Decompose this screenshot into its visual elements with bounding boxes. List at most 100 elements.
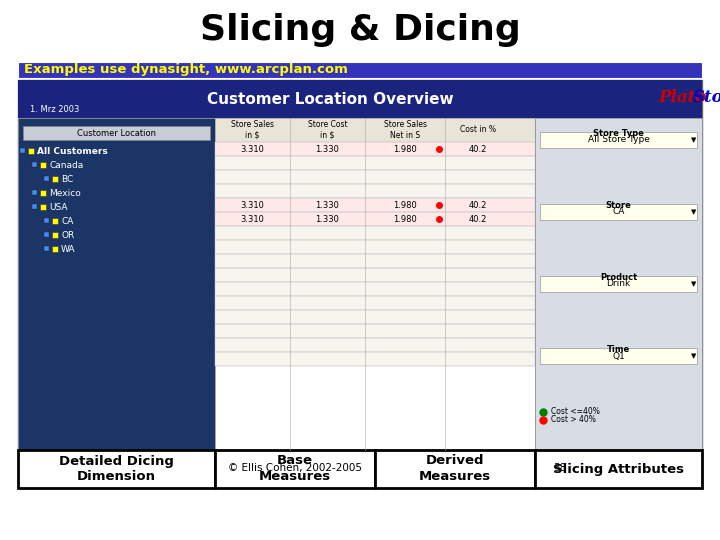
Text: 38: 38 bbox=[554, 463, 567, 473]
Bar bbox=[52, 232, 58, 238]
Bar bbox=[540, 276, 697, 292]
Text: Drink: Drink bbox=[606, 280, 631, 288]
Text: 3.310: 3.310 bbox=[240, 214, 264, 224]
Bar bbox=[18, 450, 215, 488]
Text: 40.2: 40.2 bbox=[468, 214, 487, 224]
Bar bbox=[44, 176, 49, 181]
Text: Stores: Stores bbox=[693, 89, 720, 105]
Text: 1.980: 1.980 bbox=[393, 214, 417, 224]
Bar bbox=[40, 190, 46, 196]
Bar bbox=[215, 324, 535, 338]
Bar bbox=[23, 126, 210, 140]
Bar bbox=[215, 240, 535, 254]
Text: Base
Measures: Base Measures bbox=[259, 455, 331, 483]
Text: Store Type: Store Type bbox=[593, 129, 644, 138]
Text: Store Cost
in $: Store Cost in $ bbox=[307, 120, 347, 140]
Bar bbox=[215, 282, 535, 296]
Bar bbox=[20, 148, 25, 153]
Text: ▼: ▼ bbox=[691, 281, 697, 287]
Text: Slicing & Dicing: Slicing & Dicing bbox=[199, 13, 521, 47]
Text: Customer Location Overview: Customer Location Overview bbox=[207, 91, 454, 106]
Bar bbox=[215, 450, 375, 488]
Text: All Customers: All Customers bbox=[37, 146, 108, 156]
Bar bbox=[18, 80, 702, 450]
Bar bbox=[18, 118, 215, 450]
Text: Examples use dynasight, www.arcplan.com: Examples use dynasight, www.arcplan.com bbox=[24, 64, 348, 77]
Text: 1.980: 1.980 bbox=[393, 145, 417, 153]
Text: Derived
Measures: Derived Measures bbox=[419, 455, 491, 483]
Text: Store Sales
Net in S: Store Sales Net in S bbox=[384, 120, 426, 140]
Text: BC: BC bbox=[61, 174, 73, 184]
Bar bbox=[32, 162, 37, 167]
Bar bbox=[44, 218, 49, 223]
Bar bbox=[215, 338, 535, 352]
Bar bbox=[18, 80, 702, 118]
Text: CA: CA bbox=[612, 207, 625, 217]
Text: USA: USA bbox=[49, 202, 68, 212]
Text: All Store Type: All Store Type bbox=[588, 136, 649, 145]
Bar bbox=[540, 132, 697, 148]
Bar bbox=[40, 204, 46, 210]
Bar bbox=[32, 204, 37, 209]
Text: Cost in %: Cost in % bbox=[459, 125, 495, 134]
Text: 1. Mrz 2003: 1. Mrz 2003 bbox=[30, 105, 79, 114]
Text: ▼: ▼ bbox=[691, 209, 697, 215]
Bar bbox=[215, 226, 535, 240]
Bar bbox=[52, 246, 58, 252]
Bar bbox=[540, 348, 697, 364]
Text: 1.980: 1.980 bbox=[393, 200, 417, 210]
Text: Product: Product bbox=[600, 273, 637, 281]
Bar bbox=[52, 176, 58, 182]
Text: OR: OR bbox=[61, 231, 74, 240]
Text: Canada: Canada bbox=[49, 160, 84, 170]
Text: © Ellis Cohen, 2002-2005: © Ellis Cohen, 2002-2005 bbox=[228, 463, 362, 473]
Bar bbox=[28, 148, 34, 154]
Text: WA: WA bbox=[61, 245, 76, 253]
Text: Mexico: Mexico bbox=[49, 188, 81, 198]
Text: 40.2: 40.2 bbox=[468, 145, 487, 153]
Bar bbox=[215, 170, 535, 184]
Bar bbox=[215, 118, 535, 142]
Text: 3.310: 3.310 bbox=[240, 145, 264, 153]
Text: ▼: ▼ bbox=[691, 137, 697, 143]
Bar bbox=[535, 450, 702, 488]
Text: Slicing Attributes: Slicing Attributes bbox=[553, 462, 684, 476]
Bar bbox=[44, 246, 49, 251]
Bar bbox=[540, 204, 697, 220]
Bar bbox=[52, 218, 58, 224]
Text: CA: CA bbox=[61, 217, 73, 226]
Text: Time: Time bbox=[607, 345, 630, 354]
Text: 3.310: 3.310 bbox=[240, 200, 264, 210]
Text: 40.2: 40.2 bbox=[468, 200, 487, 210]
Text: ▼: ▼ bbox=[691, 353, 697, 359]
Text: Plato: Plato bbox=[658, 89, 706, 105]
Bar bbox=[18, 62, 702, 78]
Bar bbox=[215, 142, 535, 156]
Bar bbox=[535, 118, 702, 450]
Text: Customer Location: Customer Location bbox=[77, 129, 156, 138]
Text: Cost > 40%: Cost > 40% bbox=[551, 415, 596, 424]
Bar bbox=[32, 190, 37, 195]
Text: 1.330: 1.330 bbox=[315, 200, 339, 210]
Bar bbox=[215, 212, 535, 226]
Bar bbox=[215, 268, 535, 282]
Text: Store Sales
in $: Store Sales in $ bbox=[231, 120, 274, 140]
Text: 1.330: 1.330 bbox=[315, 145, 339, 153]
Bar bbox=[215, 118, 535, 450]
Text: Store: Store bbox=[606, 200, 631, 210]
Bar bbox=[215, 296, 535, 310]
Bar bbox=[215, 156, 535, 170]
Text: Cost <=40%: Cost <=40% bbox=[551, 408, 600, 416]
Bar bbox=[375, 450, 535, 488]
Bar bbox=[215, 198, 535, 212]
Text: 1.330: 1.330 bbox=[315, 214, 339, 224]
Bar bbox=[215, 184, 535, 198]
Text: Q1: Q1 bbox=[612, 352, 625, 361]
Bar bbox=[44, 232, 49, 237]
Text: Detailed Dicing
Dimension: Detailed Dicing Dimension bbox=[59, 455, 174, 483]
Bar bbox=[215, 254, 535, 268]
Bar bbox=[215, 310, 535, 324]
Bar bbox=[18, 118, 702, 450]
Bar bbox=[40, 162, 46, 168]
Bar bbox=[215, 352, 535, 366]
